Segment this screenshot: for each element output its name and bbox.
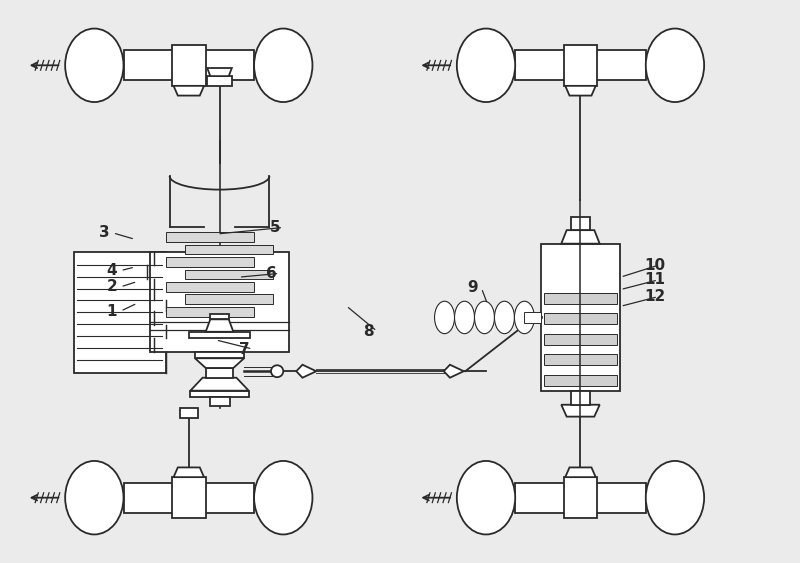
Bar	[571, 391, 590, 405]
Bar	[185, 294, 274, 304]
Ellipse shape	[646, 461, 704, 534]
Text: 8: 8	[363, 324, 374, 339]
Bar	[206, 368, 234, 378]
Bar	[571, 217, 590, 230]
Bar	[563, 477, 598, 518]
Bar	[207, 76, 232, 86]
Bar	[544, 293, 617, 303]
Bar	[210, 397, 230, 406]
Bar	[185, 270, 274, 279]
Bar	[210, 314, 229, 319]
Bar	[166, 307, 254, 316]
Polygon shape	[562, 405, 600, 417]
Bar	[74, 252, 166, 373]
Ellipse shape	[457, 29, 515, 102]
Text: 3: 3	[99, 225, 110, 240]
Ellipse shape	[494, 301, 514, 334]
Polygon shape	[296, 365, 316, 378]
Bar	[568, 76, 593, 86]
Text: 1: 1	[106, 303, 117, 319]
Bar	[541, 244, 621, 391]
Bar	[544, 314, 617, 324]
Bar	[524, 312, 541, 323]
Ellipse shape	[457, 461, 515, 534]
Text: 5: 5	[270, 220, 280, 235]
Polygon shape	[207, 68, 232, 76]
Ellipse shape	[271, 365, 283, 377]
Bar	[515, 482, 646, 513]
Bar	[544, 355, 617, 365]
Ellipse shape	[65, 461, 123, 534]
Ellipse shape	[474, 301, 494, 334]
Polygon shape	[566, 467, 596, 477]
Text: 12: 12	[644, 289, 666, 304]
Bar	[195, 352, 244, 358]
Polygon shape	[174, 86, 204, 96]
Bar	[563, 45, 598, 86]
Bar	[185, 245, 274, 254]
Bar	[515, 50, 646, 81]
Text: 4: 4	[106, 263, 118, 278]
Bar	[544, 334, 617, 345]
Bar	[123, 482, 254, 513]
Ellipse shape	[254, 29, 313, 102]
Polygon shape	[195, 358, 244, 368]
Bar	[544, 375, 617, 386]
Bar	[166, 282, 254, 292]
Bar	[166, 233, 254, 242]
Polygon shape	[568, 68, 593, 76]
Polygon shape	[206, 319, 234, 332]
Bar	[172, 477, 206, 518]
Bar	[179, 408, 198, 418]
Polygon shape	[190, 378, 249, 391]
Text: 6: 6	[266, 266, 276, 281]
Bar	[190, 391, 249, 397]
Text: 10: 10	[644, 258, 666, 273]
Polygon shape	[562, 230, 600, 244]
Ellipse shape	[434, 301, 454, 334]
Text: 7: 7	[238, 342, 250, 356]
Bar	[172, 45, 206, 86]
Ellipse shape	[646, 29, 704, 102]
Ellipse shape	[65, 29, 123, 102]
Text: 11: 11	[644, 272, 666, 287]
Bar	[189, 332, 250, 338]
Bar	[150, 252, 289, 352]
Ellipse shape	[454, 301, 474, 334]
Bar	[123, 50, 254, 81]
Ellipse shape	[514, 301, 534, 334]
Ellipse shape	[254, 461, 313, 534]
Polygon shape	[444, 365, 464, 378]
Polygon shape	[174, 467, 204, 477]
Polygon shape	[566, 86, 596, 96]
Text: 2: 2	[106, 279, 118, 294]
Text: 9: 9	[467, 280, 478, 296]
Bar	[166, 257, 254, 267]
